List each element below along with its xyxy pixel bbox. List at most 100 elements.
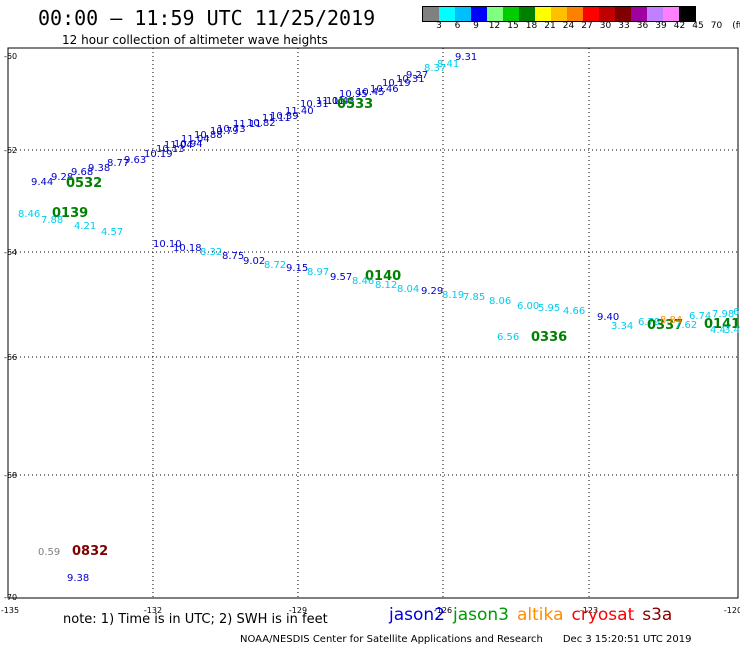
wave-height-label: 4.66 — [563, 306, 585, 317]
pass-time-label: 0139 — [52, 206, 88, 221]
legend-label: 33 — [618, 21, 630, 31]
wave-height-label: 7.98 — [712, 309, 734, 320]
map-frame — [7, 47, 739, 599]
legend-label: 21 — [544, 21, 556, 31]
wave-height-label: 8.06 — [489, 296, 511, 307]
wave-height-label: 10.13 — [156, 144, 185, 155]
wave-height-label: 5.95 — [538, 303, 560, 314]
wave-height-label: 9.57 — [330, 272, 352, 283]
wave-height-label: 9.40 — [597, 312, 619, 323]
wave-height-label: 4.21 — [74, 221, 96, 232]
legend-swatch — [455, 7, 471, 21]
legend-label: (ft) — [732, 21, 740, 31]
legend-swatch — [423, 7, 439, 21]
wave-height-label: 11.43 — [326, 96, 355, 107]
generation-timestamp: Dec 3 15:20:51 UTC 2019 — [562, 634, 692, 645]
satellite-name: jason2 — [389, 605, 445, 625]
color-legend-bar — [422, 6, 696, 22]
legend-label: 9 — [473, 21, 479, 31]
legend-label: 70 — [710, 21, 723, 31]
latitude-label: -62 — [4, 146, 17, 155]
longitude-label: -129 — [289, 606, 307, 615]
legend-label: 45 — [692, 21, 704, 31]
wave-height-label: 9.02 — [243, 256, 265, 267]
wave-height-label: 7.62 — [675, 320, 697, 331]
legend-swatch — [551, 7, 567, 21]
wave-height-label: 11.04 — [164, 140, 193, 151]
wave-height-label: 10.88 — [194, 130, 223, 141]
wave-height-label: 6.74 — [689, 311, 711, 322]
legend-label: 6 — [454, 21, 461, 31]
legend-label: 18 — [525, 21, 538, 31]
legend-swatch — [503, 7, 519, 21]
pass-time-label: 0336 — [531, 330, 567, 345]
chart-subtitle: 12 hour collection of altimeter wave hei… — [62, 33, 328, 47]
legend-label: 39 — [655, 21, 667, 31]
wave-height-label: 3.4 — [724, 325, 740, 336]
longitude-label: -135 — [1, 606, 19, 615]
legend-swatch — [471, 7, 487, 21]
wave-height-label: 10.19 — [382, 78, 411, 89]
wave-height-label: 10.73 — [217, 124, 246, 135]
wave-height-label: 8.77 — [107, 158, 129, 169]
wave-height-label: 11.11 — [262, 113, 291, 124]
wave-height-label: 6.00 — [517, 301, 539, 312]
wave-height-label: 9.27 — [406, 70, 428, 81]
wave-height-label: 9.31 — [455, 52, 477, 63]
satellite-name: altika — [517, 605, 564, 625]
legend-swatch — [647, 7, 663, 21]
legend-swatch — [615, 7, 631, 21]
wave-height-label: 10.79 — [210, 126, 239, 137]
latitude-label: -66 — [4, 353, 17, 362]
legend-swatch — [519, 7, 535, 21]
legend-label: 27 — [581, 21, 593, 31]
wave-height-label: 10.31 — [396, 74, 425, 85]
wave-height-label: 10.82 — [247, 118, 276, 129]
wave-height-label: 8.46 — [18, 209, 40, 220]
wave-height-label: 8.32 — [200, 247, 222, 258]
wave-height-label: 4.4 — [710, 325, 726, 336]
longitude-label: -120 — [724, 606, 740, 615]
wave-height-label: 10.39 — [270, 111, 299, 122]
legend-label: 12 — [488, 21, 501, 31]
wave-height-label: 6.56 — [497, 332, 519, 343]
legend-label: 42 — [673, 21, 686, 31]
wave-height-label: 8.72 — [264, 260, 286, 271]
longitude-label: -123 — [580, 606, 598, 615]
legend-swatch — [535, 7, 551, 21]
satellite-legend: jason2 jason3 altika cryosat s3a — [389, 605, 680, 625]
latitude-label: -64 — [4, 248, 17, 257]
latitude-label: -70 — [4, 593, 17, 602]
pass-time-label: 0532 — [66, 176, 102, 191]
wave-height-label: 9.38 — [88, 163, 110, 174]
legend-swatch — [583, 7, 599, 21]
wave-height-label: 9.28 — [51, 172, 73, 183]
legend-swatch — [439, 7, 455, 21]
wave-height-label: 9.15 — [286, 263, 308, 274]
pass-time-label: 0337 — [647, 318, 683, 333]
wave-height-label: 10.18 — [173, 243, 202, 254]
wave-height-label: 8.12 — [375, 280, 397, 291]
legend-label: 15 — [507, 21, 519, 31]
legend-swatch — [599, 7, 615, 21]
legend-swatch — [663, 7, 679, 21]
wave-height-label: 10.94 — [174, 139, 203, 150]
pass-time-label: 0140 — [365, 269, 401, 284]
latitude-label: -60 — [4, 52, 17, 61]
legend-label: 30 — [599, 21, 612, 31]
wave-height-label: 10.95 — [339, 89, 368, 100]
wave-height-label: 8.84 — [660, 315, 682, 326]
wave-height-label: 8.04 — [397, 284, 419, 295]
longitude-label: -126 — [434, 606, 452, 615]
wave-height-label: 9.68 — [71, 167, 93, 178]
pass-time-label: 0533 — [337, 97, 373, 112]
wave-height-label: 10.31 — [300, 99, 329, 110]
wave-height-label: 10.19 — [144, 149, 173, 160]
wave-height-label: 8.97 — [307, 267, 329, 278]
wave-height-label: 9.29 — [421, 286, 443, 297]
wave-height-label: 9.38 — [67, 573, 89, 584]
satellite-name: cryosat — [571, 605, 635, 625]
wave-height-label: 6 — [733, 307, 739, 318]
